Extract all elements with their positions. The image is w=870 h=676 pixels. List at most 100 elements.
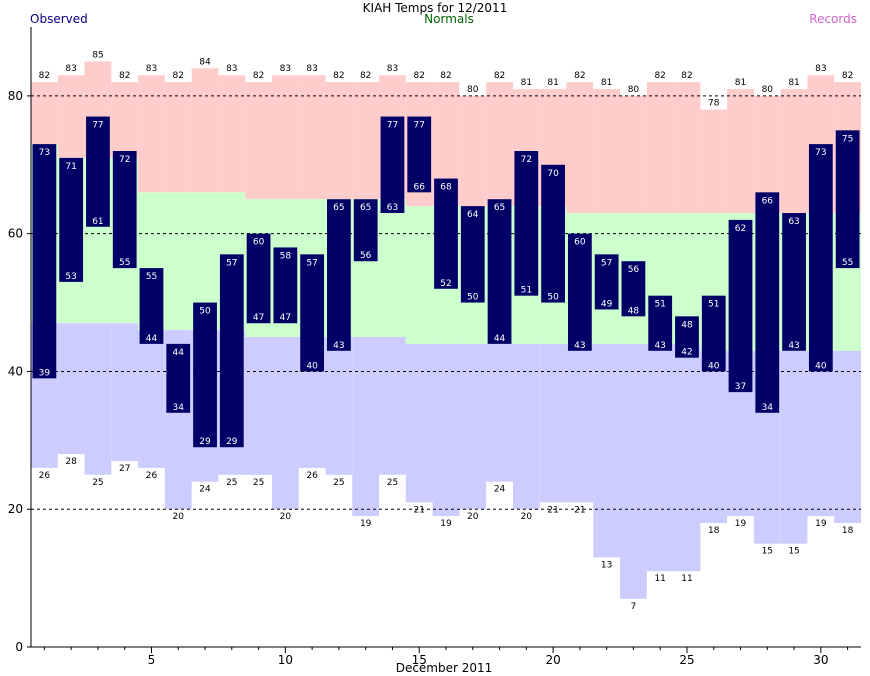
observed-high-label: 51: [708, 300, 719, 310]
observed-low-label: 49: [601, 299, 613, 309]
plot-area: 0 20 40 60 80 5 10 15 20 25 30 73 39 71 53 77 61 72 55 55 44…: [8, 27, 861, 667]
record-high-label: 82: [842, 71, 853, 81]
x-tick-label: 15: [412, 653, 427, 667]
record-low-label: 25: [253, 478, 264, 488]
record-high-band: [325, 82, 353, 200]
y-tick-label: 40: [8, 364, 23, 378]
observed-low-label: 51: [521, 286, 532, 296]
record-low-label: 15: [762, 547, 773, 557]
record-low-label: 24: [199, 485, 211, 495]
record-low-label: 25: [333, 478, 344, 488]
observed-bar: [327, 199, 351, 351]
record-low-label: 19: [440, 519, 452, 529]
observed-bar: [782, 213, 806, 351]
y-tick-label: 60: [8, 227, 23, 241]
observed-bar: [808, 144, 833, 372]
record-low-band: [512, 343, 540, 510]
record-low-label: 15: [788, 547, 799, 557]
normal-band: [164, 192, 192, 331]
observed-bar: [246, 233, 271, 324]
legend-records: Records: [809, 12, 857, 26]
record-low-label: 25: [226, 478, 237, 488]
observed-low-label: 63: [387, 203, 398, 213]
observed-high-label: 58: [280, 251, 292, 261]
record-low-label: 26: [39, 471, 51, 481]
y-tick-label: 20: [8, 502, 23, 516]
record-high-band: [218, 75, 246, 193]
observed-high-label: 72: [119, 155, 130, 165]
record-high-label: 82: [654, 71, 665, 81]
observed-low-label: 66: [413, 182, 425, 192]
x-tick-label: 10: [278, 653, 293, 667]
record-high-label: 82: [440, 71, 451, 81]
record-high-label: 78: [708, 99, 720, 109]
record-low-band: [539, 343, 567, 503]
observed-high-label: 65: [333, 203, 344, 213]
observed-bar: [460, 206, 485, 303]
observed-bar: [166, 343, 191, 413]
observed-bar: [434, 178, 458, 289]
record-low-band: [57, 323, 85, 455]
observed-low-label: 47: [253, 313, 264, 323]
observed-high-label: 77: [387, 121, 398, 131]
legend-normals: Normals: [424, 12, 474, 26]
observed-low-label: 43: [574, 341, 585, 351]
record-high-band: [459, 95, 487, 207]
record-low-band: [245, 337, 272, 475]
normal-band: [379, 199, 406, 337]
observed-low-label: 40: [306, 361, 318, 371]
record-low-label: 21: [547, 505, 558, 515]
observed-low-label: 48: [628, 306, 640, 316]
record-high-label: 80: [628, 85, 640, 95]
record-low-band: [459, 343, 487, 510]
observed-bar: [487, 199, 512, 344]
normal-band: [405, 206, 433, 344]
record-low-label: 18: [842, 526, 854, 536]
record-high-band: [780, 89, 808, 213]
record-low-band: [432, 343, 460, 517]
record-high-label: 83: [280, 64, 291, 74]
observed-low-label: 43: [788, 341, 799, 351]
record-low-band: [325, 337, 353, 475]
record-low-label: 20: [467, 512, 479, 522]
observed-high-label: 65: [360, 203, 371, 213]
observed-high-label: 64: [467, 210, 479, 220]
record-high-label: 82: [333, 71, 344, 81]
record-high-label: 82: [413, 71, 424, 81]
observed-high-label: 63: [788, 217, 799, 227]
record-high-label: 81: [788, 78, 799, 88]
observed-high-label: 57: [226, 258, 237, 268]
observed-high-label: 68: [440, 183, 452, 193]
observed-high-label: 50: [199, 307, 211, 317]
record-low-label: 24: [494, 485, 506, 495]
record-low-band: [352, 337, 380, 517]
record-high-label: 82: [494, 71, 505, 81]
record-high-band: [298, 75, 326, 200]
observed-low-label: 42: [681, 348, 692, 358]
record-high-label: 81: [601, 78, 612, 88]
record-low-band: [620, 343, 647, 599]
observed-low-label: 55: [119, 258, 130, 268]
record-high-label: 84: [199, 57, 211, 67]
x-tick-label: 5: [148, 653, 156, 667]
observed-high-label: 73: [815, 148, 826, 158]
observed-low-label: 34: [762, 403, 774, 413]
observed-bar: [32, 144, 57, 379]
record-low-label: 20: [521, 512, 533, 522]
observed-high-label: 62: [735, 224, 746, 234]
observed-high-label: 71: [65, 162, 76, 172]
observed-high-label: 51: [654, 300, 665, 310]
record-low-band: [271, 337, 299, 510]
record-low-band: [486, 343, 513, 482]
record-high-band: [566, 82, 594, 213]
observed-bar: [728, 219, 753, 393]
observed-bar: [219, 254, 244, 448]
observed-low-label: 53: [65, 272, 76, 282]
x-tick-label: 20: [545, 653, 560, 667]
y-tick-label: 0: [15, 640, 23, 654]
record-high-label: 82: [119, 71, 130, 81]
record-high-label: 83: [65, 64, 76, 74]
record-high-label: 82: [574, 71, 585, 81]
record-low-label: 25: [92, 478, 103, 488]
record-high-label: 81: [735, 78, 746, 88]
